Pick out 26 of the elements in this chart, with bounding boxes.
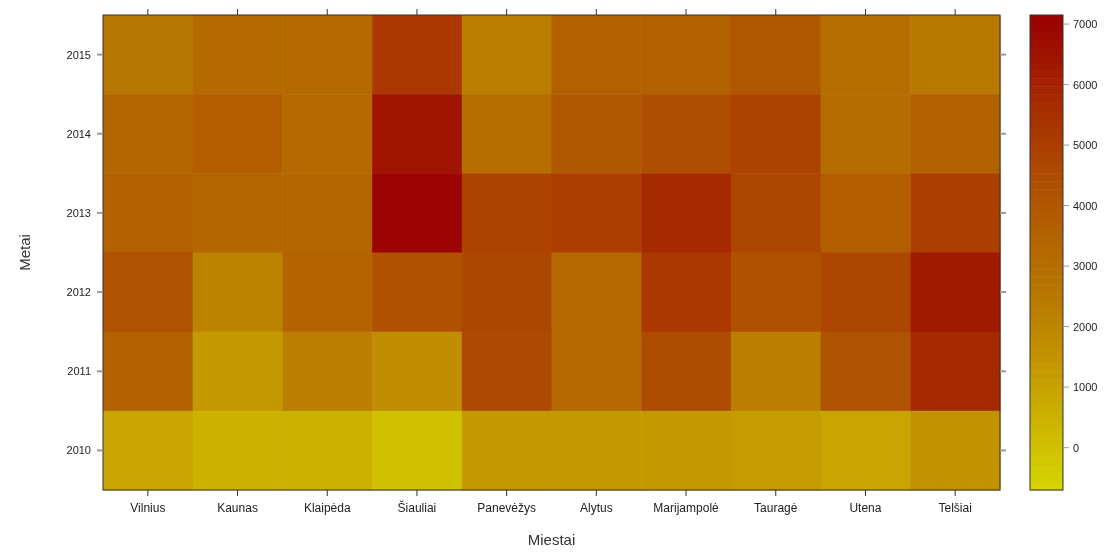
y-tick-label: 2013 <box>66 206 91 219</box>
color-bar-label: 7000 <box>1073 18 1098 31</box>
color-bar-label: 2000 <box>1073 320 1098 333</box>
x-tick-label: Telšiai <box>938 501 972 515</box>
color-bar-label: 5000 <box>1073 139 1098 152</box>
x-tick-label: Kaunas <box>217 501 258 515</box>
x-tick-label: Vilnius <box>130 501 166 515</box>
x-tick-label: Klaipėda <box>303 501 351 515</box>
y-tick-label: 2011 <box>67 365 91 378</box>
color-bar-label: 4000 <box>1073 199 1098 212</box>
color-bar-label: 6000 <box>1073 78 1098 91</box>
y-tick-label: 2012 <box>66 286 91 299</box>
color-bar-label: 1000 <box>1073 381 1098 394</box>
x-axis-title: Miestai <box>527 531 576 548</box>
x-tick-label: Tauragė <box>754 501 798 515</box>
y-tick-label: 2010 <box>66 444 91 457</box>
y-axis-title: Metai <box>16 234 33 271</box>
x-tick-label: Marijampolė <box>653 501 720 515</box>
x-tick-label: Panevėžys <box>477 501 536 515</box>
color-bar-label: 0 <box>1073 441 1080 454</box>
y-tick-label: 2015 <box>66 48 91 61</box>
y-tick-label: 2014 <box>66 127 91 140</box>
color-bar-label: 3000 <box>1073 260 1098 273</box>
x-tick-label: Utena <box>849 501 882 515</box>
x-tick-label: Alytus <box>580 501 613 515</box>
x-tick-label: Šiauliai <box>397 500 437 515</box>
